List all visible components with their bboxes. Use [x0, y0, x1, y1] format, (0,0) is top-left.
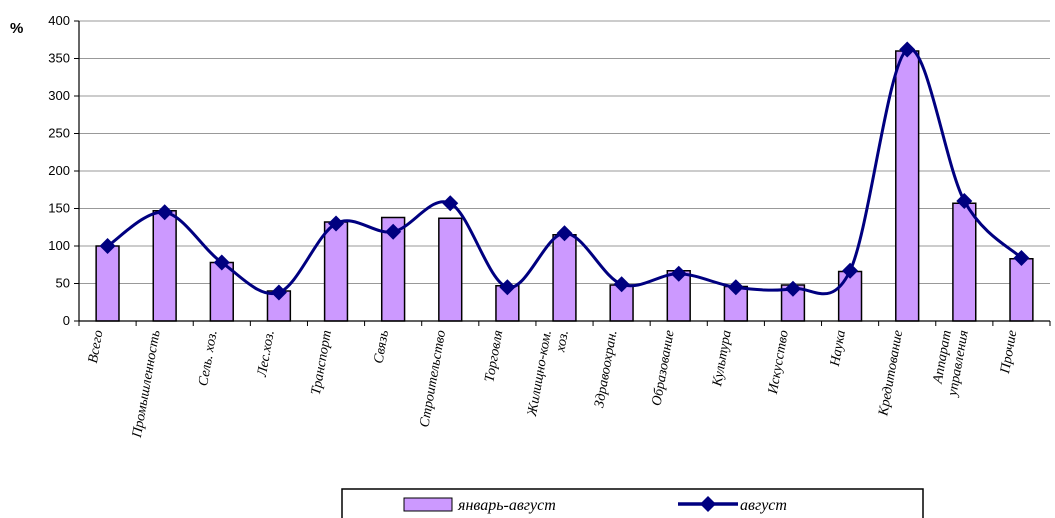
- y-tick-label: 150: [48, 201, 70, 216]
- bar: [552, 234, 577, 322]
- line-point: [156, 204, 173, 221]
- bar: [323, 221, 349, 322]
- line-point: [784, 280, 801, 297]
- y-tick-label: 200: [48, 163, 70, 178]
- y-tick-label: 300: [48, 88, 70, 103]
- legend-diamond-icon: [700, 496, 716, 512]
- line-point: [956, 193, 973, 209]
- x-tick-label: Здравоохран.: [592, 329, 620, 409]
- bar: [152, 210, 177, 322]
- x-tick-labels: Всего Промышленность Сель. хоз. Лес.хоз. Тра…: [86, 329, 1020, 440]
- bar: [438, 217, 463, 322]
- x-tick-label: Искусство: [766, 329, 792, 396]
- line-series: [99, 41, 1030, 301]
- y-tick-label: 250: [48, 126, 70, 141]
- legend-label-bars: январь-август: [457, 497, 556, 514]
- bar: [895, 50, 920, 322]
- y-tick-label: 50: [56, 276, 70, 291]
- x-tick-label: Образование: [650, 329, 678, 407]
- line-point: [499, 279, 516, 296]
- x-tick-label: Жилищно-ком.: [525, 329, 555, 418]
- legend: январь-август август: [341, 488, 924, 518]
- line-point: [328, 215, 345, 232]
- bar: [209, 261, 234, 322]
- x-tick-label: Промышленность: [130, 329, 164, 440]
- x-tick-label: Всего: [86, 329, 107, 364]
- x-tick-label: Транспорт: [309, 329, 335, 396]
- x-tick-label: хоз.: [553, 329, 572, 354]
- y-tick-label: 350: [48, 51, 70, 66]
- line-point: [442, 195, 459, 212]
- legend-bar-swatch: [403, 497, 453, 512]
- line-point: [899, 41, 916, 58]
- gridlines: [79, 20, 1050, 284]
- bar: [952, 202, 977, 322]
- x-tick-label: Прочие: [998, 329, 1021, 376]
- x-tick-label: Торговля: [482, 329, 506, 383]
- x-tick-label: Сель. хоз.: [196, 329, 221, 387]
- line-point: [842, 262, 859, 279]
- y-tick-labels: 0 50 100 150 200 250 300 350 400: [48, 13, 70, 328]
- x-tick-label: Связь: [371, 329, 392, 365]
- bar: [1009, 258, 1034, 322]
- y-axis-label: %: [10, 20, 23, 37]
- line-point: [727, 279, 744, 296]
- legend-label-line: август: [740, 497, 787, 514]
- axes: [74, 20, 1051, 326]
- y-tick-label: 0: [63, 313, 70, 328]
- x-tick-label: Кредитование: [876, 329, 906, 418]
- bar: [95, 245, 120, 322]
- line-point: [99, 238, 116, 254]
- x-tick-label: Лес.хоз.: [255, 329, 278, 379]
- line-point: [1013, 250, 1030, 266]
- bar: [837, 270, 863, 322]
- line-point: [385, 223, 402, 240]
- line-point: [270, 284, 287, 301]
- line-point: [556, 225, 573, 242]
- x-tick-label: Наука: [828, 329, 849, 368]
- line-point: [613, 276, 630, 293]
- line-point: [670, 265, 687, 282]
- line-point: [213, 254, 230, 271]
- x-tick-label: Строительство: [417, 329, 449, 428]
- y-tick-label: 100: [48, 238, 70, 253]
- y-tick-label: 400: [48, 13, 70, 28]
- x-tick-label: Культура: [710, 329, 735, 388]
